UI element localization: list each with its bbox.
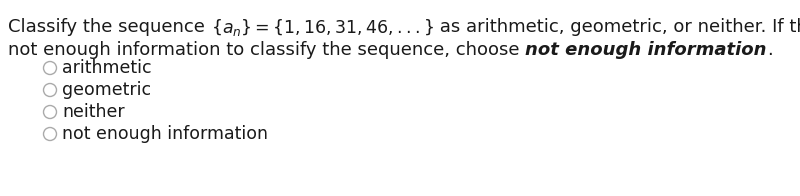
Text: $\{a_n\}$: $\{a_n\}$: [210, 17, 251, 38]
Text: not enough information: not enough information: [526, 41, 766, 59]
Text: .: .: [766, 41, 773, 59]
Text: not enough information: not enough information: [62, 125, 268, 143]
Text: not enough information to classify the sequence, choose: not enough information to classify the s…: [8, 41, 526, 59]
Text: geometric: geometric: [62, 81, 151, 99]
Text: as arithmetic, geometric, or neither. If there is: as arithmetic, geometric, or neither. If…: [434, 18, 800, 36]
Text: neither: neither: [62, 103, 125, 121]
Text: $=\{1, 16, 31, 46,...\}$: $=\{1, 16, 31, 46,...\}$: [251, 17, 434, 36]
Text: Classify the sequence: Classify the sequence: [8, 18, 210, 36]
Text: arithmetic: arithmetic: [62, 59, 152, 77]
